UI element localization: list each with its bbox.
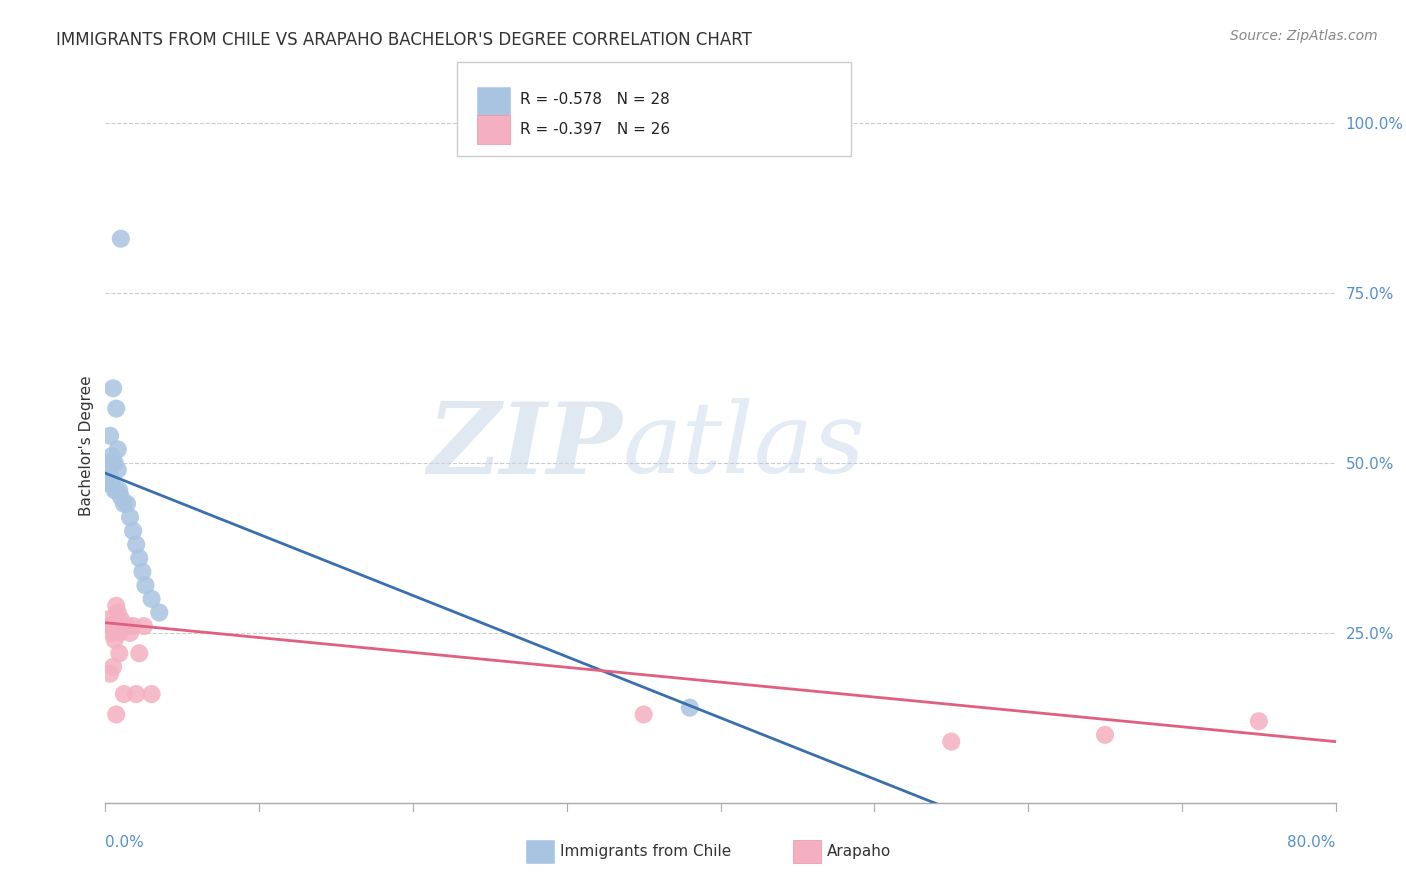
Point [97,476,120,491]
Point [110,490,132,504]
Point [107,606,129,620]
Point [1094,728,1116,742]
Point [108,646,131,660]
Point [132,619,155,633]
Point [104,632,127,647]
Point [105,401,128,416]
Point [112,497,135,511]
Text: 80.0%: 80.0% [1288,835,1336,850]
Point [105,483,128,498]
Point [101,381,124,395]
Y-axis label: Bachelor's Degree: Bachelor's Degree [79,376,94,516]
Point [97,456,120,470]
Point [107,463,129,477]
Point [1247,714,1270,729]
Point [633,707,655,722]
Point [110,232,132,246]
Point [97,612,120,626]
Point [115,497,138,511]
Point [108,483,131,498]
Text: atlas: atlas [621,399,865,493]
Text: ZIP: ZIP [427,398,621,494]
Text: Source: ZipAtlas.com: Source: ZipAtlas.com [1230,29,1378,43]
Text: 0.0%: 0.0% [105,835,145,850]
Point [141,591,163,606]
Point [104,483,127,498]
Text: Arapaho: Arapaho [827,845,891,859]
Point [128,646,150,660]
Text: R = -0.578   N = 28: R = -0.578 N = 28 [520,93,671,107]
Point [101,619,124,633]
Point [100,449,122,463]
Point [131,565,153,579]
Point [120,510,141,524]
Point [108,626,131,640]
Point [98,619,121,633]
Point [941,734,963,748]
Point [98,429,121,443]
Point [679,700,702,714]
Point [101,456,124,470]
Point [141,687,163,701]
Point [98,469,121,483]
Point [148,606,170,620]
Point [120,626,141,640]
Point [101,660,124,674]
Point [128,551,150,566]
Point [104,456,127,470]
Point [115,619,138,633]
Point [107,442,129,457]
Point [125,537,148,551]
Point [122,524,145,538]
Point [112,687,135,701]
Point [112,619,135,633]
Point [105,707,128,722]
Point [134,578,156,592]
Point [110,612,132,626]
Point [100,476,122,491]
Text: R = -0.397   N = 26: R = -0.397 N = 26 [520,122,671,136]
Point [125,687,148,701]
Point [105,599,128,613]
Point [122,619,145,633]
Point [100,626,122,640]
Point [98,666,121,681]
Text: Immigrants from Chile: Immigrants from Chile [560,845,731,859]
Text: IMMIGRANTS FROM CHILE VS ARAPAHO BACHELOR'S DEGREE CORRELATION CHART: IMMIGRANTS FROM CHILE VS ARAPAHO BACHELO… [56,31,752,49]
